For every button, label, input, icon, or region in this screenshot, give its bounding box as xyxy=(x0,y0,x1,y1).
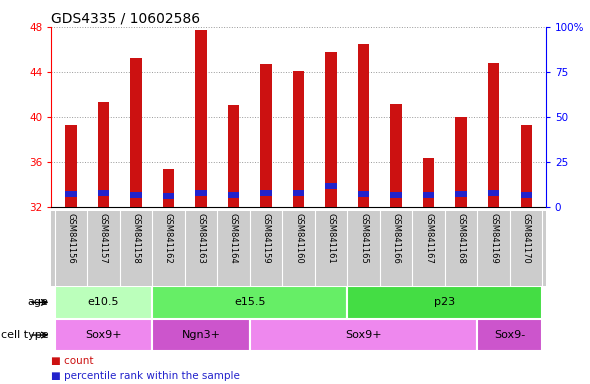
Bar xyxy=(488,63,499,207)
Bar xyxy=(391,192,402,198)
Text: Ngn3+: Ngn3+ xyxy=(182,330,221,340)
Bar xyxy=(358,191,369,197)
Text: GSM841158: GSM841158 xyxy=(132,214,140,264)
Bar xyxy=(250,319,477,351)
Text: GSM841162: GSM841162 xyxy=(164,214,173,264)
Bar xyxy=(55,286,152,319)
Text: GSM841168: GSM841168 xyxy=(457,214,466,264)
Bar xyxy=(228,192,239,198)
Text: age: age xyxy=(28,297,48,308)
Text: GSM841161: GSM841161 xyxy=(327,214,336,264)
Bar xyxy=(195,190,206,195)
Bar xyxy=(163,193,174,199)
Text: ■ count: ■ count xyxy=(51,356,94,366)
Text: cell type: cell type xyxy=(1,330,48,340)
Bar xyxy=(163,169,174,207)
Bar xyxy=(195,30,206,207)
Text: GSM841165: GSM841165 xyxy=(359,214,368,264)
Bar xyxy=(130,58,142,207)
Bar xyxy=(65,191,77,197)
Bar xyxy=(65,125,77,207)
Text: GSM841157: GSM841157 xyxy=(99,214,108,264)
Text: GSM841170: GSM841170 xyxy=(522,214,531,264)
Bar xyxy=(520,192,532,198)
Text: Sox9+: Sox9+ xyxy=(345,330,382,340)
Text: GSM841159: GSM841159 xyxy=(261,214,270,264)
Text: GSM841160: GSM841160 xyxy=(294,214,303,264)
Bar xyxy=(348,286,542,319)
Bar xyxy=(152,319,250,351)
Bar xyxy=(520,125,532,207)
Text: e10.5: e10.5 xyxy=(88,297,119,308)
Bar xyxy=(325,183,337,189)
Text: GSM841169: GSM841169 xyxy=(489,214,498,264)
Text: GDS4335 / 10602586: GDS4335 / 10602586 xyxy=(51,12,201,26)
Bar xyxy=(325,52,337,207)
Bar xyxy=(228,105,239,207)
Bar xyxy=(130,192,142,198)
Text: GSM841166: GSM841166 xyxy=(392,214,401,264)
Bar xyxy=(455,191,467,197)
Bar xyxy=(260,190,272,195)
Text: ■ percentile rank within the sample: ■ percentile rank within the sample xyxy=(51,371,240,381)
Bar xyxy=(55,319,152,351)
Text: GSM841167: GSM841167 xyxy=(424,214,433,264)
Bar xyxy=(477,319,542,351)
Bar xyxy=(358,44,369,207)
Bar xyxy=(98,103,109,207)
Text: GSM841163: GSM841163 xyxy=(196,214,205,264)
Bar xyxy=(152,286,348,319)
Text: GSM841156: GSM841156 xyxy=(66,214,76,264)
Text: Sox9+: Sox9+ xyxy=(85,330,122,340)
Bar xyxy=(423,158,434,207)
Bar xyxy=(293,190,304,195)
Bar xyxy=(391,104,402,207)
Text: GSM841164: GSM841164 xyxy=(229,214,238,264)
Bar xyxy=(488,190,499,195)
Text: Sox9-: Sox9- xyxy=(494,330,526,340)
Bar xyxy=(293,71,304,207)
Bar xyxy=(423,192,434,198)
Text: e15.5: e15.5 xyxy=(234,297,266,308)
Text: p23: p23 xyxy=(434,297,455,308)
Bar xyxy=(98,190,109,195)
Bar xyxy=(455,117,467,207)
Bar xyxy=(260,64,272,207)
